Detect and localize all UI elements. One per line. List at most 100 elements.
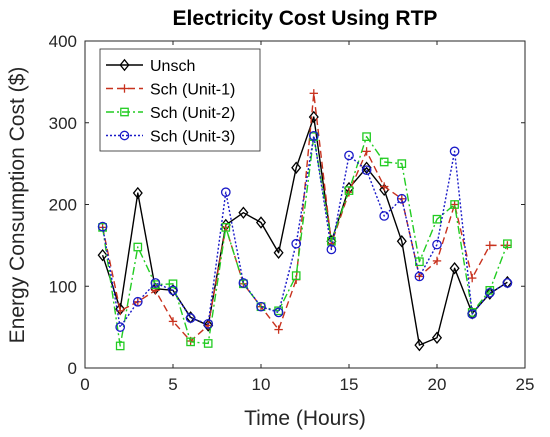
- data-point: [238, 206, 249, 219]
- data-point: [291, 161, 302, 174]
- data-point: [379, 211, 390, 221]
- data-point: [449, 262, 460, 275]
- data-point: [221, 223, 231, 232]
- legend-entry: Unsch: [106, 58, 195, 75]
- data-point: [450, 200, 459, 209]
- data-point: [238, 278, 249, 288]
- y-tick-label: 200: [49, 196, 77, 215]
- data-point: [431, 331, 443, 344]
- x-tick-label: 20: [428, 375, 447, 394]
- data-point: [449, 146, 460, 157]
- data-point: [309, 89, 318, 98]
- legend-marker: [120, 84, 129, 93]
- data-point: [502, 278, 513, 288]
- legend-label: Sch (Unit-3): [150, 129, 235, 146]
- data-point: [468, 273, 477, 283]
- data-point: [168, 279, 178, 289]
- legend-label: Unsch: [150, 58, 195, 75]
- data-point: [380, 182, 389, 191]
- chart-title: Electricity Cost Using RTP: [173, 7, 438, 30]
- data-point: [484, 287, 495, 298]
- y-tick-label: 400: [49, 32, 77, 51]
- data-point: [432, 239, 442, 250]
- x-tick-label: 0: [80, 375, 89, 394]
- x-tick-label: 25: [516, 375, 535, 394]
- x-tick-label: 5: [168, 375, 177, 394]
- data-point: [432, 256, 442, 266]
- series-group: [97, 130, 513, 332]
- data-point: [97, 221, 108, 232]
- data-point: [415, 257, 424, 267]
- series-layer: [97, 89, 513, 352]
- x-tick-label: 15: [340, 375, 359, 394]
- data-point: [414, 271, 425, 282]
- data-point: [326, 244, 337, 255]
- data-point: [361, 161, 372, 174]
- legend-entry: Sch (Unit-1): [106, 82, 235, 99]
- data-point: [485, 241, 494, 250]
- series-line: [101, 116, 508, 346]
- y-tick-label: 100: [49, 277, 77, 296]
- data-point: [255, 216, 267, 229]
- legend-entry: Sch (Unit-2): [106, 105, 235, 122]
- x-axis-label: Time (Hours): [244, 407, 366, 430]
- data-point: [291, 238, 302, 249]
- data-point: [484, 287, 495, 300]
- series-group: [98, 89, 512, 346]
- data-point: [132, 296, 143, 307]
- data-point: [273, 246, 284, 259]
- data-point: [168, 317, 178, 326]
- data-point: [467, 309, 478, 319]
- data-point: [273, 307, 284, 318]
- data-point: [132, 186, 143, 200]
- y-tick-label: 0: [68, 359, 77, 378]
- data-point: [397, 159, 407, 168]
- y-tick-label: 300: [49, 114, 77, 133]
- series-line: [101, 135, 508, 328]
- data-point: [203, 319, 214, 329]
- data-point: [344, 150, 354, 161]
- data-point: [186, 337, 195, 347]
- axes-layer: 0 5 10 15 20 25 0 100 200 300 400: [49, 32, 535, 394]
- data-point: [220, 187, 231, 198]
- legend: Unsch Sch (Unit-1) Sch (Unit-2) Sch (Unit-3…: [99, 48, 261, 152]
- data-point: [344, 186, 354, 195]
- data-point: [362, 132, 371, 141]
- x-tick-label: 10: [252, 375, 271, 394]
- data-point: [97, 248, 108, 262]
- data-point: [362, 147, 371, 156]
- legend-label: Sch (Unit-1): [150, 82, 235, 99]
- data-point: [396, 235, 407, 248]
- data-point: [168, 285, 178, 296]
- data-point: [503, 239, 512, 249]
- data-point: [203, 339, 213, 348]
- data-point: [115, 341, 125, 351]
- data-point: [308, 130, 319, 141]
- data-point: [274, 325, 283, 334]
- legend-marker: [119, 58, 130, 72]
- legend-marker: [120, 107, 129, 117]
- data-point: [256, 301, 266, 312]
- data-point: [185, 313, 196, 323]
- data-point: [432, 214, 442, 224]
- data-point: [450, 200, 459, 209]
- data-point: [203, 319, 214, 332]
- data-point: [379, 157, 389, 167]
- data-point: [150, 278, 161, 288]
- legend-marker: [119, 130, 130, 141]
- legend-box: [99, 48, 261, 152]
- legend-label: Sch (Unit-2): [150, 105, 235, 122]
- data-point: [361, 165, 372, 176]
- data-point: [115, 322, 126, 332]
- y-axis-label: Energy Consumption Cost ($): [6, 67, 29, 344]
- series-line: [101, 135, 509, 347]
- data-point: [291, 271, 301, 280]
- data-point: [308, 110, 319, 124]
- data-point: [167, 284, 179, 297]
- data-point: [396, 193, 407, 204]
- series-line: [101, 92, 508, 342]
- data-point: [414, 338, 425, 352]
